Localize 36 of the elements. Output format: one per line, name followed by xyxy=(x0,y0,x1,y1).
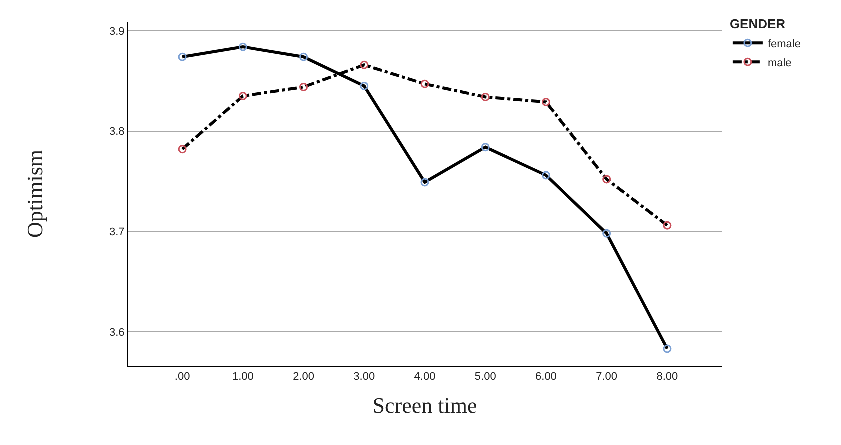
point xyxy=(542,98,550,106)
x-tick-label: .00 xyxy=(174,371,190,384)
x-tick-label: 1.00 xyxy=(232,371,254,384)
point xyxy=(300,82,308,92)
y-tick-label: 3.7 xyxy=(110,226,125,238)
point xyxy=(360,82,369,90)
y-tick-label: 3.9 xyxy=(110,26,125,38)
point xyxy=(178,52,187,62)
point xyxy=(420,178,430,187)
point xyxy=(178,145,187,154)
x-tick-label: 7.00 xyxy=(596,371,618,384)
legend-label: female xyxy=(768,38,801,50)
point xyxy=(602,229,612,238)
x-tick-label: 8.00 xyxy=(656,371,678,384)
x-tick-label: 5.00 xyxy=(474,371,496,384)
y-tick-label: 3.8 xyxy=(110,126,125,138)
point xyxy=(300,52,308,62)
x-tick-label: 6.00 xyxy=(536,371,557,384)
point xyxy=(481,143,490,152)
point xyxy=(481,92,490,102)
point xyxy=(238,42,248,52)
y-axis-title: Optimism xyxy=(22,150,48,238)
x-tick-label: 2.00 xyxy=(293,371,314,384)
point xyxy=(238,92,248,100)
point xyxy=(663,344,672,354)
point xyxy=(663,221,672,230)
x-tick-label: 3.00 xyxy=(354,371,376,384)
legend-label: male xyxy=(768,57,792,70)
y-tick-label: 3.6 xyxy=(110,326,125,339)
x-axis-title: Screen time xyxy=(372,393,478,418)
point xyxy=(542,171,550,180)
legend-title: GENDER xyxy=(730,16,786,32)
point xyxy=(420,80,430,88)
x-tick-label: 4.00 xyxy=(414,371,436,384)
point xyxy=(602,175,612,184)
point xyxy=(360,60,369,70)
